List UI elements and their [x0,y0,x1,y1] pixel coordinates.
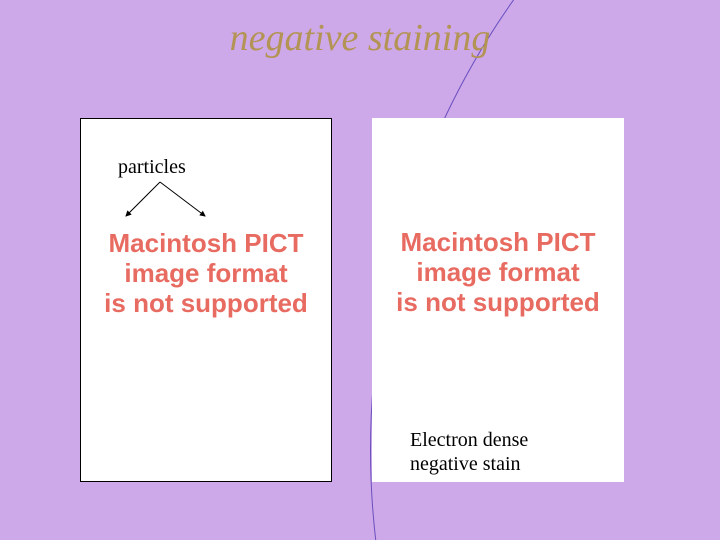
slide: negative staining Macintosh PICTimage fo… [0,0,720,540]
slide-title: negative staining [0,16,720,60]
placeholder-right: Macintosh PICTimage formatis not support… [372,228,624,318]
caption-electron-dense: Electron dense negative stain [410,428,528,476]
placeholder-left: Macintosh PICTimage formatis not support… [81,229,331,319]
particles-arrows [120,176,211,222]
